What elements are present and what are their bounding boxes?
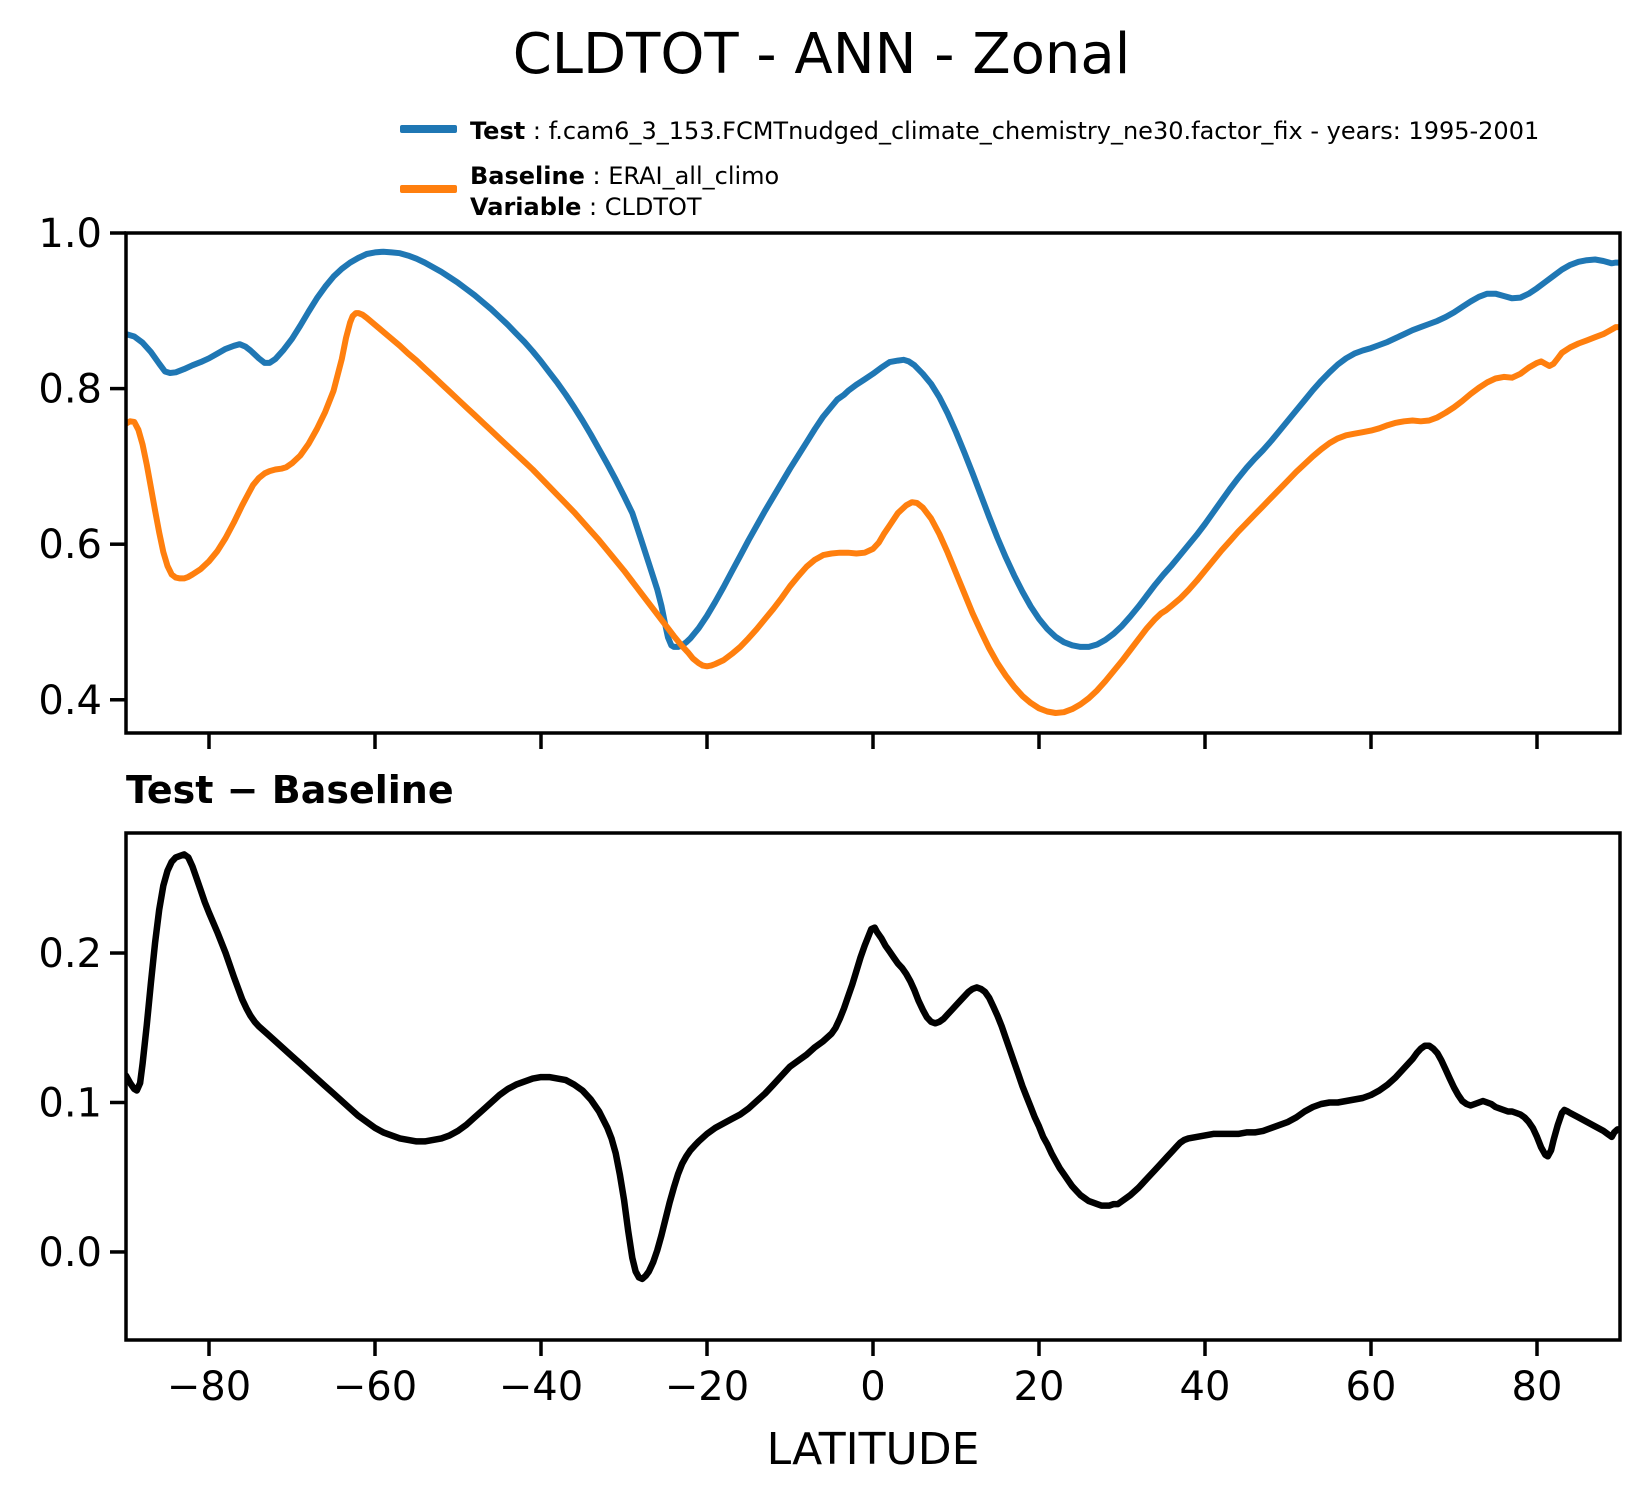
panel-frame xyxy=(124,231,1622,735)
x-tick-label: −40 xyxy=(499,1364,583,1410)
y-tick-label: 0.1 xyxy=(38,1080,102,1126)
legend-entry-test: Test : f.cam6_3_153.FCMTnudged_climate_c… xyxy=(470,117,1539,145)
baseline-line xyxy=(126,310,1620,716)
legend-test-swatch xyxy=(400,125,457,133)
legend-entry-variable: Variable : CLDTOT xyxy=(470,193,702,221)
figure-title: CLDTOT - ANN - Zonal xyxy=(512,22,1131,87)
x-tick-label: 20 xyxy=(1014,1364,1065,1410)
x-axis-label: LATITUDE xyxy=(767,1424,980,1475)
test-line xyxy=(126,248,1620,650)
y-tick-label: 0.4 xyxy=(38,678,102,724)
x-tick-label: −60 xyxy=(333,1364,417,1410)
x-tick-label: −80 xyxy=(167,1364,251,1410)
y-tick-label: 0.0 xyxy=(38,1230,102,1276)
x-tick-label: 0 xyxy=(860,1364,885,1410)
x-tick-label: −20 xyxy=(665,1364,749,1410)
legend-entry-baseline: Baseline : ERAI_all_climo xyxy=(470,162,779,190)
difference-panel-title: Test − Baseline xyxy=(126,768,454,812)
legend-test-value: f.cam6_3_153.FCMTnudged_climate_chemistr… xyxy=(548,117,1540,145)
legend-separator: : xyxy=(581,193,605,221)
panel-frame xyxy=(124,831,1622,1342)
legend-variable-value: CLDTOT xyxy=(604,193,702,221)
x-tick-label: 80 xyxy=(1512,1364,1563,1410)
y-tick-label: 0.6 xyxy=(38,522,102,568)
legend-separator: : xyxy=(584,162,609,190)
legend-test-label: Test xyxy=(470,117,526,145)
x-tick-label: 40 xyxy=(1180,1364,1231,1410)
legend-baseline-swatch xyxy=(400,185,457,193)
legend-variable-label: Variable xyxy=(470,193,582,221)
x-tick-label: 60 xyxy=(1346,1364,1397,1410)
legend-baseline-value: ERAI_all_climo xyxy=(608,162,780,190)
legend-separator: : xyxy=(525,117,549,145)
y-tick-label: 0.8 xyxy=(38,367,102,413)
y-tick-label: 1.0 xyxy=(38,211,102,257)
legend-baseline-label: Baseline xyxy=(470,162,585,190)
y-tick-label: 0.2 xyxy=(38,931,102,977)
test-baseline-line xyxy=(126,851,1620,1283)
